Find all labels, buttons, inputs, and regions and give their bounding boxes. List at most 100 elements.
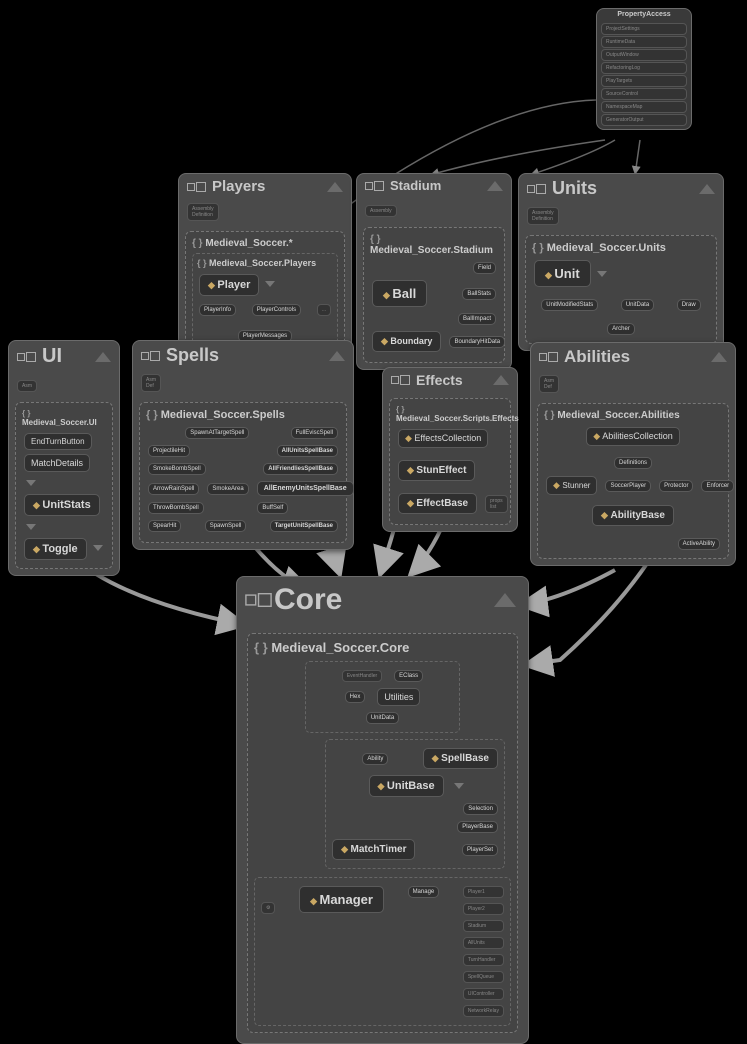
dropdown-icon[interactable] (265, 281, 275, 287)
stub: Asm (17, 380, 37, 392)
spell-chip: TargetUnitSpellBase (270, 520, 338, 532)
manager-chip[interactable]: Manager (299, 886, 384, 913)
root-item: RefactoringLog (601, 62, 687, 74)
ns-title: Medieval_Soccer.Core (254, 640, 511, 655)
core-chip: PlayerSet (462, 844, 498, 856)
ui-panel[interactable]: UI Asm Medieval_Soccer.UI EndTurnButton … (8, 340, 120, 576)
panel-title-text: Players (212, 178, 265, 195)
ui-item[interactable]: EndTurnButton (24, 433, 92, 450)
spell-chip: SmokeArea (207, 483, 248, 495)
boundary-class[interactable]: Boundary (372, 331, 441, 352)
spell-chip: SmokeBombSpell (148, 463, 206, 475)
dropdown-icon[interactable] (597, 271, 607, 277)
players-panel[interactable]: Players AssemblyDefinition Medieval_Socc… (178, 173, 352, 363)
spell-chip: FullEviscSpell (291, 427, 338, 439)
collapse-icon[interactable] (487, 181, 503, 191)
core-chip: UnitData (366, 712, 399, 724)
dropdown-icon[interactable] (454, 783, 464, 789)
collapse-icon[interactable] (494, 593, 516, 607)
mgr-side: SpellQueue (463, 971, 504, 983)
chip: BoundaryHitData (449, 336, 505, 348)
stadium-ns: Medieval_Soccer.Stadium Field Ball BallS… (363, 227, 505, 363)
ability-chip[interactable]: Stunner (546, 476, 597, 495)
core-chip: Selection (463, 803, 498, 815)
players-ns-outer: Medieval_Soccer.* Medieval_Soccer.Player… (185, 231, 345, 356)
collapse-icon[interactable] (699, 184, 715, 194)
ballstats-chip: BallStats (462, 288, 496, 300)
core-chip: Ability (362, 753, 388, 765)
ns-title: Medieval_Soccer.Abilities (544, 410, 722, 421)
effect-chip[interactable]: EffectsCollection (398, 429, 488, 448)
collapse-icon[interactable] (327, 182, 343, 192)
core-manager-group: ⚙ Manager Manage Player1 Player2 Stadium… (254, 877, 511, 1026)
core-chip: Utilities (377, 688, 420, 706)
panel-title-text: Stadium (390, 178, 441, 193)
spell-chip: BuffSelf (257, 502, 288, 514)
panel-title-text: Effects (416, 372, 463, 388)
panel-icon (141, 351, 160, 361)
chip: BallImpact (458, 313, 496, 325)
panel-icon (527, 184, 546, 194)
core-mid-group: Ability SpellBase UnitBase Selection Play… (325, 739, 505, 869)
effects-panel[interactable]: Effects Medieval_Soccer.Scripts.Effects … (382, 367, 518, 532)
sub-chip: UnitData (621, 299, 654, 311)
ability-base[interactable]: AbilityBase (592, 505, 674, 526)
effect-chip[interactable]: StunEffect (398, 460, 475, 481)
ability-chip[interactable]: AbilitiesCollection (586, 427, 679, 446)
panel-icon (365, 181, 384, 191)
root-item: RuntimeData (601, 36, 687, 48)
dropdown-icon[interactable] (93, 545, 103, 551)
ball-class[interactable]: Ball (372, 280, 427, 307)
ui-item[interactable]: Toggle (24, 538, 87, 560)
sub-chip: PlayerControls (252, 304, 301, 316)
panel-title-text: Units (552, 178, 597, 199)
stub: AssemblyDefinition (187, 203, 219, 221)
collapse-icon[interactable] (493, 375, 509, 385)
sub-chip: Draw (677, 299, 701, 311)
stub: AsmDef (141, 374, 161, 392)
matchtimer-chip[interactable]: MatchTimer (332, 839, 415, 860)
root-node[interactable]: PropertyAccess ProjectSettings RuntimeDa… (596, 8, 692, 130)
ability-chip: ActiveAbility (678, 538, 720, 550)
player-class[interactable]: Player (199, 274, 259, 296)
dropdown-icon[interactable] (26, 524, 36, 530)
effect-chip[interactable]: EffectBase (398, 493, 477, 514)
dropdown-icon[interactable] (26, 480, 36, 486)
unitbase-chip[interactable]: UnitBase (369, 775, 444, 797)
abilities-ns: Medieval_Soccer.Abilities AbilitiesColle… (537, 403, 729, 559)
ns-title: Medieval_Soccer.Units (532, 242, 710, 254)
spellbase-chip[interactable]: SpellBase (423, 748, 498, 769)
ui-item[interactable]: MatchDetails (24, 454, 90, 472)
mgr-side: AllUnits (463, 937, 504, 949)
panel-icon (17, 352, 36, 362)
ability-chip: SoccerPlayer (605, 480, 651, 492)
mgr-side: UIController (463, 988, 504, 1000)
spell-chip: ThrowBombSpell (148, 502, 204, 514)
root-item: SourceControl (601, 88, 687, 100)
panel-title-text: UI (42, 345, 62, 368)
ns-inner-title: Medieval_Soccer.Players (197, 258, 333, 268)
ns-title: Medieval_Soccer.Spells (146, 409, 340, 421)
spells-panel[interactable]: Spells AsmDef Medieval_Soccer.Spells Spa… (132, 340, 354, 550)
spell-chip: SpearHit (148, 520, 181, 532)
collapse-icon[interactable] (329, 351, 345, 361)
mgr-side: Stadium (463, 920, 504, 932)
collapse-icon[interactable] (711, 352, 727, 362)
abilities-panel[interactable]: Abilities AsmDef Medieval_Soccer.Abiliti… (530, 342, 736, 566)
stub: Assembly (365, 205, 397, 217)
unit-class[interactable]: Unit (534, 260, 591, 287)
core-panel[interactable]: Core Medieval_Soccer.Core EventHandler E… (236, 576, 529, 1044)
collapse-icon[interactable] (95, 352, 111, 362)
spell-chip: AllFriendliesSpellBase (263, 463, 338, 475)
spell-chip: SpawnSpell (205, 520, 247, 532)
spell-chip: ProjectileHit (148, 445, 190, 457)
units-panel[interactable]: Units AssemblyDefinition Medieval_Soccer… (518, 173, 724, 351)
mgr-side: TurnHandler (463, 954, 504, 966)
ui-item[interactable]: UnitStats (24, 494, 100, 516)
sub-chip: UnitModifiedStats (541, 299, 598, 311)
sub-chip: Archer (607, 323, 635, 335)
field-chip: Field (473, 262, 496, 274)
stadium-panel[interactable]: Stadium Assembly Medieval_Soccer.Stadium… (356, 173, 512, 370)
stub: AssemblyDefinition (527, 207, 559, 225)
spell-chip: ArrowRainSpell (148, 483, 199, 495)
